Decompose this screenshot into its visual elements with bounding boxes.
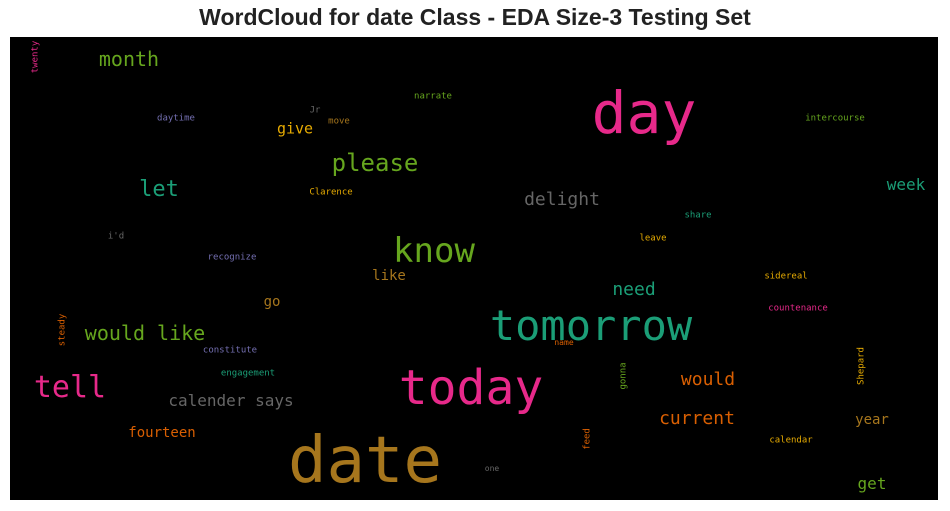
word-one: one <box>484 464 500 473</box>
word-fourteen: fourteen <box>128 425 196 441</box>
word-would-like: would like <box>84 321 206 345</box>
word-need: need <box>612 279 656 300</box>
word-tomorrow: tomorrow <box>489 301 693 350</box>
word-move: move <box>328 116 350 127</box>
word-engagement: engagement <box>220 368 276 379</box>
word-tell: tell <box>33 370 107 405</box>
word-clarence: Clarence <box>309 187 353 198</box>
word-go: go <box>263 294 281 310</box>
word-delight: delight <box>524 189 600 210</box>
word-please: please <box>331 149 419 177</box>
word-jr: Jr <box>309 105 321 116</box>
word-day: day <box>591 79 697 147</box>
word-sidereal: sidereal <box>764 271 808 282</box>
word-let: let <box>139 177 179 202</box>
word-narrate: narrate <box>414 91 452 102</box>
word-current: current <box>659 408 735 429</box>
word-feed: feed <box>582 428 593 450</box>
word-like: like <box>372 268 406 284</box>
word-year: year <box>855 412 889 428</box>
word-id: i'd <box>107 231 125 242</box>
word-date: date <box>287 424 443 498</box>
word-month: month <box>98 47 160 71</box>
wordcloud-canvas: date day today tomorrow know tell please… <box>10 37 938 500</box>
word-intercourse: intercourse <box>805 113 865 124</box>
word-countenance: countenance <box>768 303 828 314</box>
word-twenty: twenty <box>30 40 41 74</box>
word-recognize: recognize <box>207 252 257 263</box>
word-shepard: Shepard <box>856 347 867 385</box>
word-calendar: calendar <box>769 435 813 446</box>
word-gonna: gonna <box>618 362 629 390</box>
word-know: know <box>393 231 475 271</box>
word-calender-says: calender says <box>168 391 294 410</box>
word-name: name <box>554 338 574 347</box>
word-daytime: daytime <box>157 113 195 124</box>
word-week: week <box>886 175 926 194</box>
word-get: get <box>857 474 887 493</box>
word-today: today <box>398 360 544 416</box>
word-give: give <box>276 119 314 138</box>
word-steady: steady <box>57 313 68 347</box>
word-share: share <box>684 210 712 221</box>
word-would: would <box>680 369 736 390</box>
word-constitute: constitute <box>202 345 258 356</box>
chart-title: WordCloud for date Class - EDA Size-3 Te… <box>199 4 751 30</box>
word-leave: leave <box>639 233 667 244</box>
